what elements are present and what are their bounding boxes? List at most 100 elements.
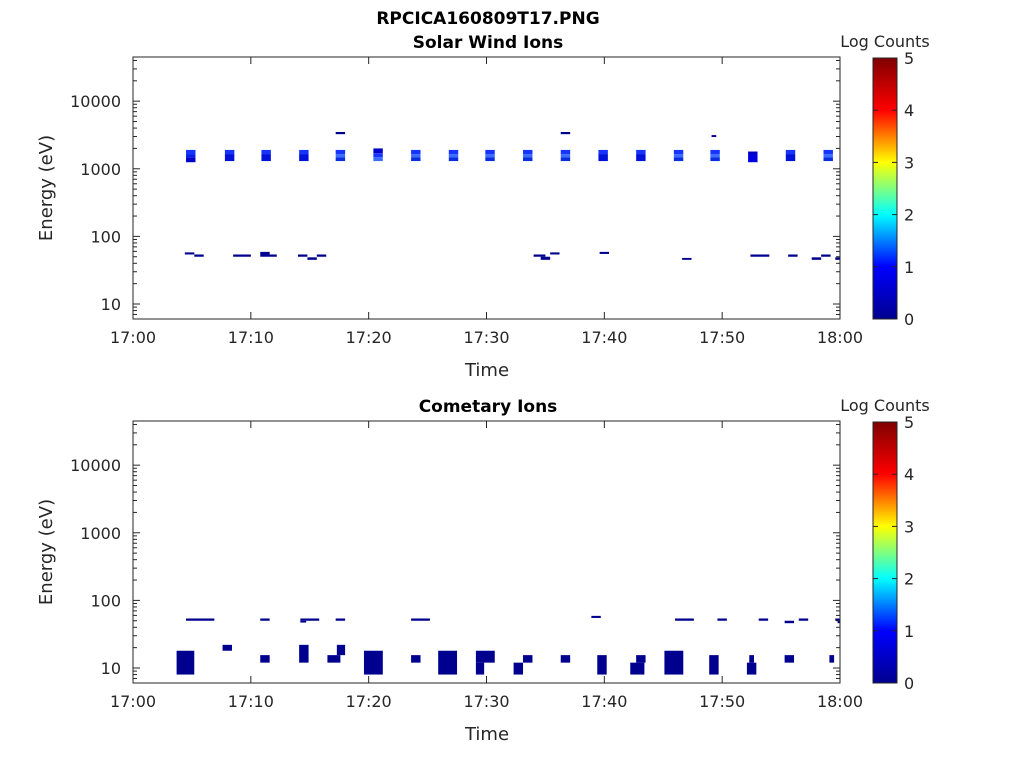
x-tick-label: 17:50	[699, 328, 745, 347]
spectrogram-cell	[673, 157, 684, 162]
panel-title: Solar Wind Ions	[413, 33, 564, 53]
spectrogram-cell	[513, 662, 524, 675]
spectrogram-cell	[194, 254, 204, 257]
spectrogram-cell	[710, 149, 720, 155]
spectrogram-cell	[373, 153, 383, 158]
colorbar-tick-label: 0	[904, 674, 914, 693]
spectrogram-cell	[336, 644, 346, 656]
panel-solar-wind: Solar Wind Ions 17:00 17:10 17:20 17:30 17:4…	[36, 32, 930, 381]
spectrogram-cell	[485, 157, 495, 162]
colorbar-tick-label: 2	[904, 570, 914, 589]
spectrogram-cell	[591, 615, 601, 618]
spectrogram-cell	[717, 618, 727, 621]
spectrogram-cell	[829, 655, 835, 663]
spectrogram-cell	[438, 650, 458, 675]
spectrogram-cell	[748, 151, 758, 155]
panel-title: Cometary Ions	[419, 397, 558, 417]
colorbar: Log Counts 0 1 2 3 4 5	[840, 32, 930, 329]
colorbar-gradient	[872, 57, 898, 320]
spectrogram-cell	[411, 154, 421, 158]
spectrogram-cell	[798, 618, 809, 621]
spectrogram-cell	[675, 618, 694, 621]
spectrogram-cell	[636, 655, 646, 663]
spectrogram-cell	[788, 254, 798, 257]
spectrogram-cell	[540, 256, 551, 260]
colorbar-ticks: 0 1 2 3 4 5	[873, 413, 914, 693]
spectrogram-cell	[261, 149, 271, 155]
spectrogram-cell	[710, 157, 720, 162]
spectrogram-cell	[186, 618, 215, 621]
spectrogram-cells	[176, 615, 840, 675]
spectrogram-cell	[523, 154, 533, 158]
spectrogram-cell	[411, 655, 421, 663]
y-tick-label: 100	[90, 591, 121, 610]
y-tick-label: 10	[101, 659, 121, 678]
colorbar-gradient	[872, 421, 898, 684]
x-tick-label: 17:10	[228, 328, 274, 347]
spectrogram-cell	[597, 655, 607, 675]
spectrogram-cell	[784, 620, 795, 624]
colorbar-ticks: 0 1 2 3 4 5	[873, 49, 914, 329]
spectrogram-cell	[673, 154, 684, 158]
x-tick-label: 17:20	[346, 692, 392, 711]
spectrogram-cell	[748, 154, 758, 163]
spectrogram-cell	[750, 254, 770, 257]
y-axis-label: Energy (eV)	[36, 499, 57, 605]
spectrogram-cell	[448, 154, 459, 158]
spectrogram-cell	[373, 148, 383, 154]
spectrogram-cell	[823, 154, 833, 158]
spectrogram-cell	[485, 154, 495, 158]
spectrogram-cell	[784, 655, 795, 663]
spectrogram-cell	[523, 149, 533, 155]
spectrogram-cell	[299, 644, 309, 663]
x-tick-label: 17:00	[110, 692, 156, 711]
colorbar-label: Log Counts	[840, 32, 930, 51]
spectrogram-cell	[260, 254, 277, 257]
spectrogram-cell	[785, 149, 796, 155]
x-axis: 17:00 17:10 17:20 17:30 17:40 17:50 18:00	[110, 421, 863, 711]
y-axis: 10 100 1000 10000	[70, 423, 840, 684]
spectrogram-cell	[300, 620, 307, 623]
spectrogram-cell	[411, 157, 421, 162]
spectrogram-cell	[711, 135, 717, 138]
spectrogram-cell	[335, 154, 346, 158]
colorbar: Log Counts 0 1 2 3 4 5	[840, 396, 930, 693]
x-tick-label: 17:10	[228, 692, 274, 711]
y-tick-label: 10000	[70, 92, 121, 111]
spectrogram-cell	[823, 149, 833, 155]
spectrogram-cell	[811, 257, 822, 260]
spectrogram-cell	[224, 149, 235, 155]
spectrogram-cell	[682, 257, 692, 260]
y-tick-label: 100	[90, 227, 121, 246]
spectrogram-cell	[260, 251, 270, 255]
spectrogram-cell	[710, 154, 720, 158]
plot-frame	[132, 420, 841, 684]
spectrogram-cell	[746, 662, 757, 675]
spectrogram-cell	[300, 618, 320, 621]
spectrogram-cell	[533, 254, 546, 257]
spectrogram-cell	[335, 149, 346, 155]
colorbar-tick-label: 3	[904, 153, 914, 172]
spectrogram-cell	[186, 157, 196, 163]
spectrogram-cell	[260, 655, 270, 663]
spectrogram-cell	[560, 154, 571, 158]
spectrogram-cell	[758, 618, 769, 621]
spectrogram-cell	[560, 149, 571, 155]
plot-frame	[132, 56, 841, 320]
spectrogram-cell	[316, 254, 327, 257]
y-axis-label: Energy (eV)	[36, 135, 57, 241]
y-axis: 10 100 1000 10000	[70, 59, 840, 320]
x-tick-label: 17:20	[346, 328, 392, 347]
spectrogram-cell	[363, 650, 383, 675]
colorbar-label: Log Counts	[840, 396, 930, 415]
y-tick-label: 1000	[80, 524, 121, 543]
spectrogram-cell	[785, 154, 796, 162]
spectrogram-cell	[560, 157, 571, 162]
spectrogram-cell	[749, 655, 754, 663]
y-tick-label: 10000	[70, 456, 121, 475]
colorbar-tick-label: 1	[904, 258, 914, 277]
spectrogram-cell	[475, 662, 485, 675]
spectrogram-cell	[307, 257, 317, 260]
spectrogram-cell	[673, 149, 684, 155]
spectrogram-cell	[335, 157, 346, 162]
